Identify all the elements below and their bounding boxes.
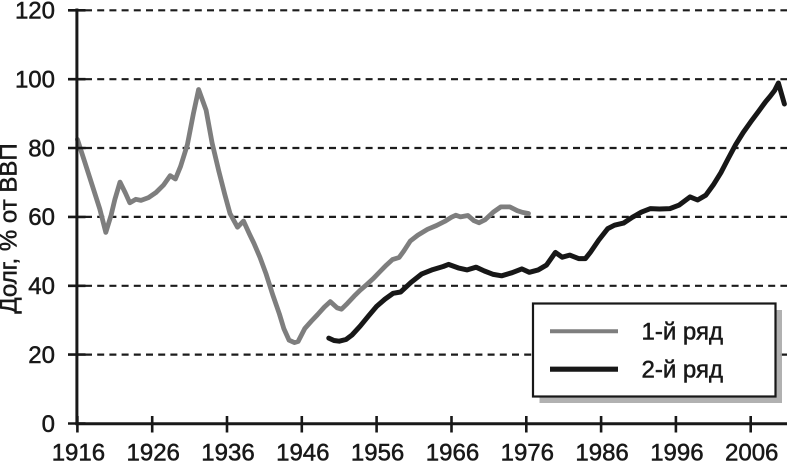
svg-text:Долг, % от ВВП: Долг, % от ВВП (0, 143, 23, 313)
svg-text:1966: 1966 (426, 440, 479, 463)
svg-text:40: 40 (28, 273, 55, 300)
svg-text:1976: 1976 (501, 440, 554, 463)
svg-text:1926: 1926 (127, 440, 180, 463)
svg-text:1936: 1936 (201, 440, 254, 463)
svg-text:1986: 1986 (575, 440, 628, 463)
svg-text:1946: 1946 (276, 440, 329, 463)
svg-text:1956: 1956 (351, 440, 404, 463)
svg-text:2-й ряд: 2-й ряд (642, 357, 724, 384)
svg-text:80: 80 (28, 135, 55, 162)
svg-text:2006: 2006 (725, 440, 778, 463)
svg-text:1996: 1996 (650, 440, 703, 463)
svg-text:1916: 1916 (52, 440, 105, 463)
svg-text:20: 20 (28, 342, 55, 369)
svg-text:1-й ряд: 1-й ряд (642, 319, 724, 346)
svg-text:120: 120 (15, 0, 55, 25)
svg-text:0: 0 (42, 411, 55, 438)
svg-text:100: 100 (15, 67, 55, 94)
svg-text:60: 60 (28, 204, 55, 231)
